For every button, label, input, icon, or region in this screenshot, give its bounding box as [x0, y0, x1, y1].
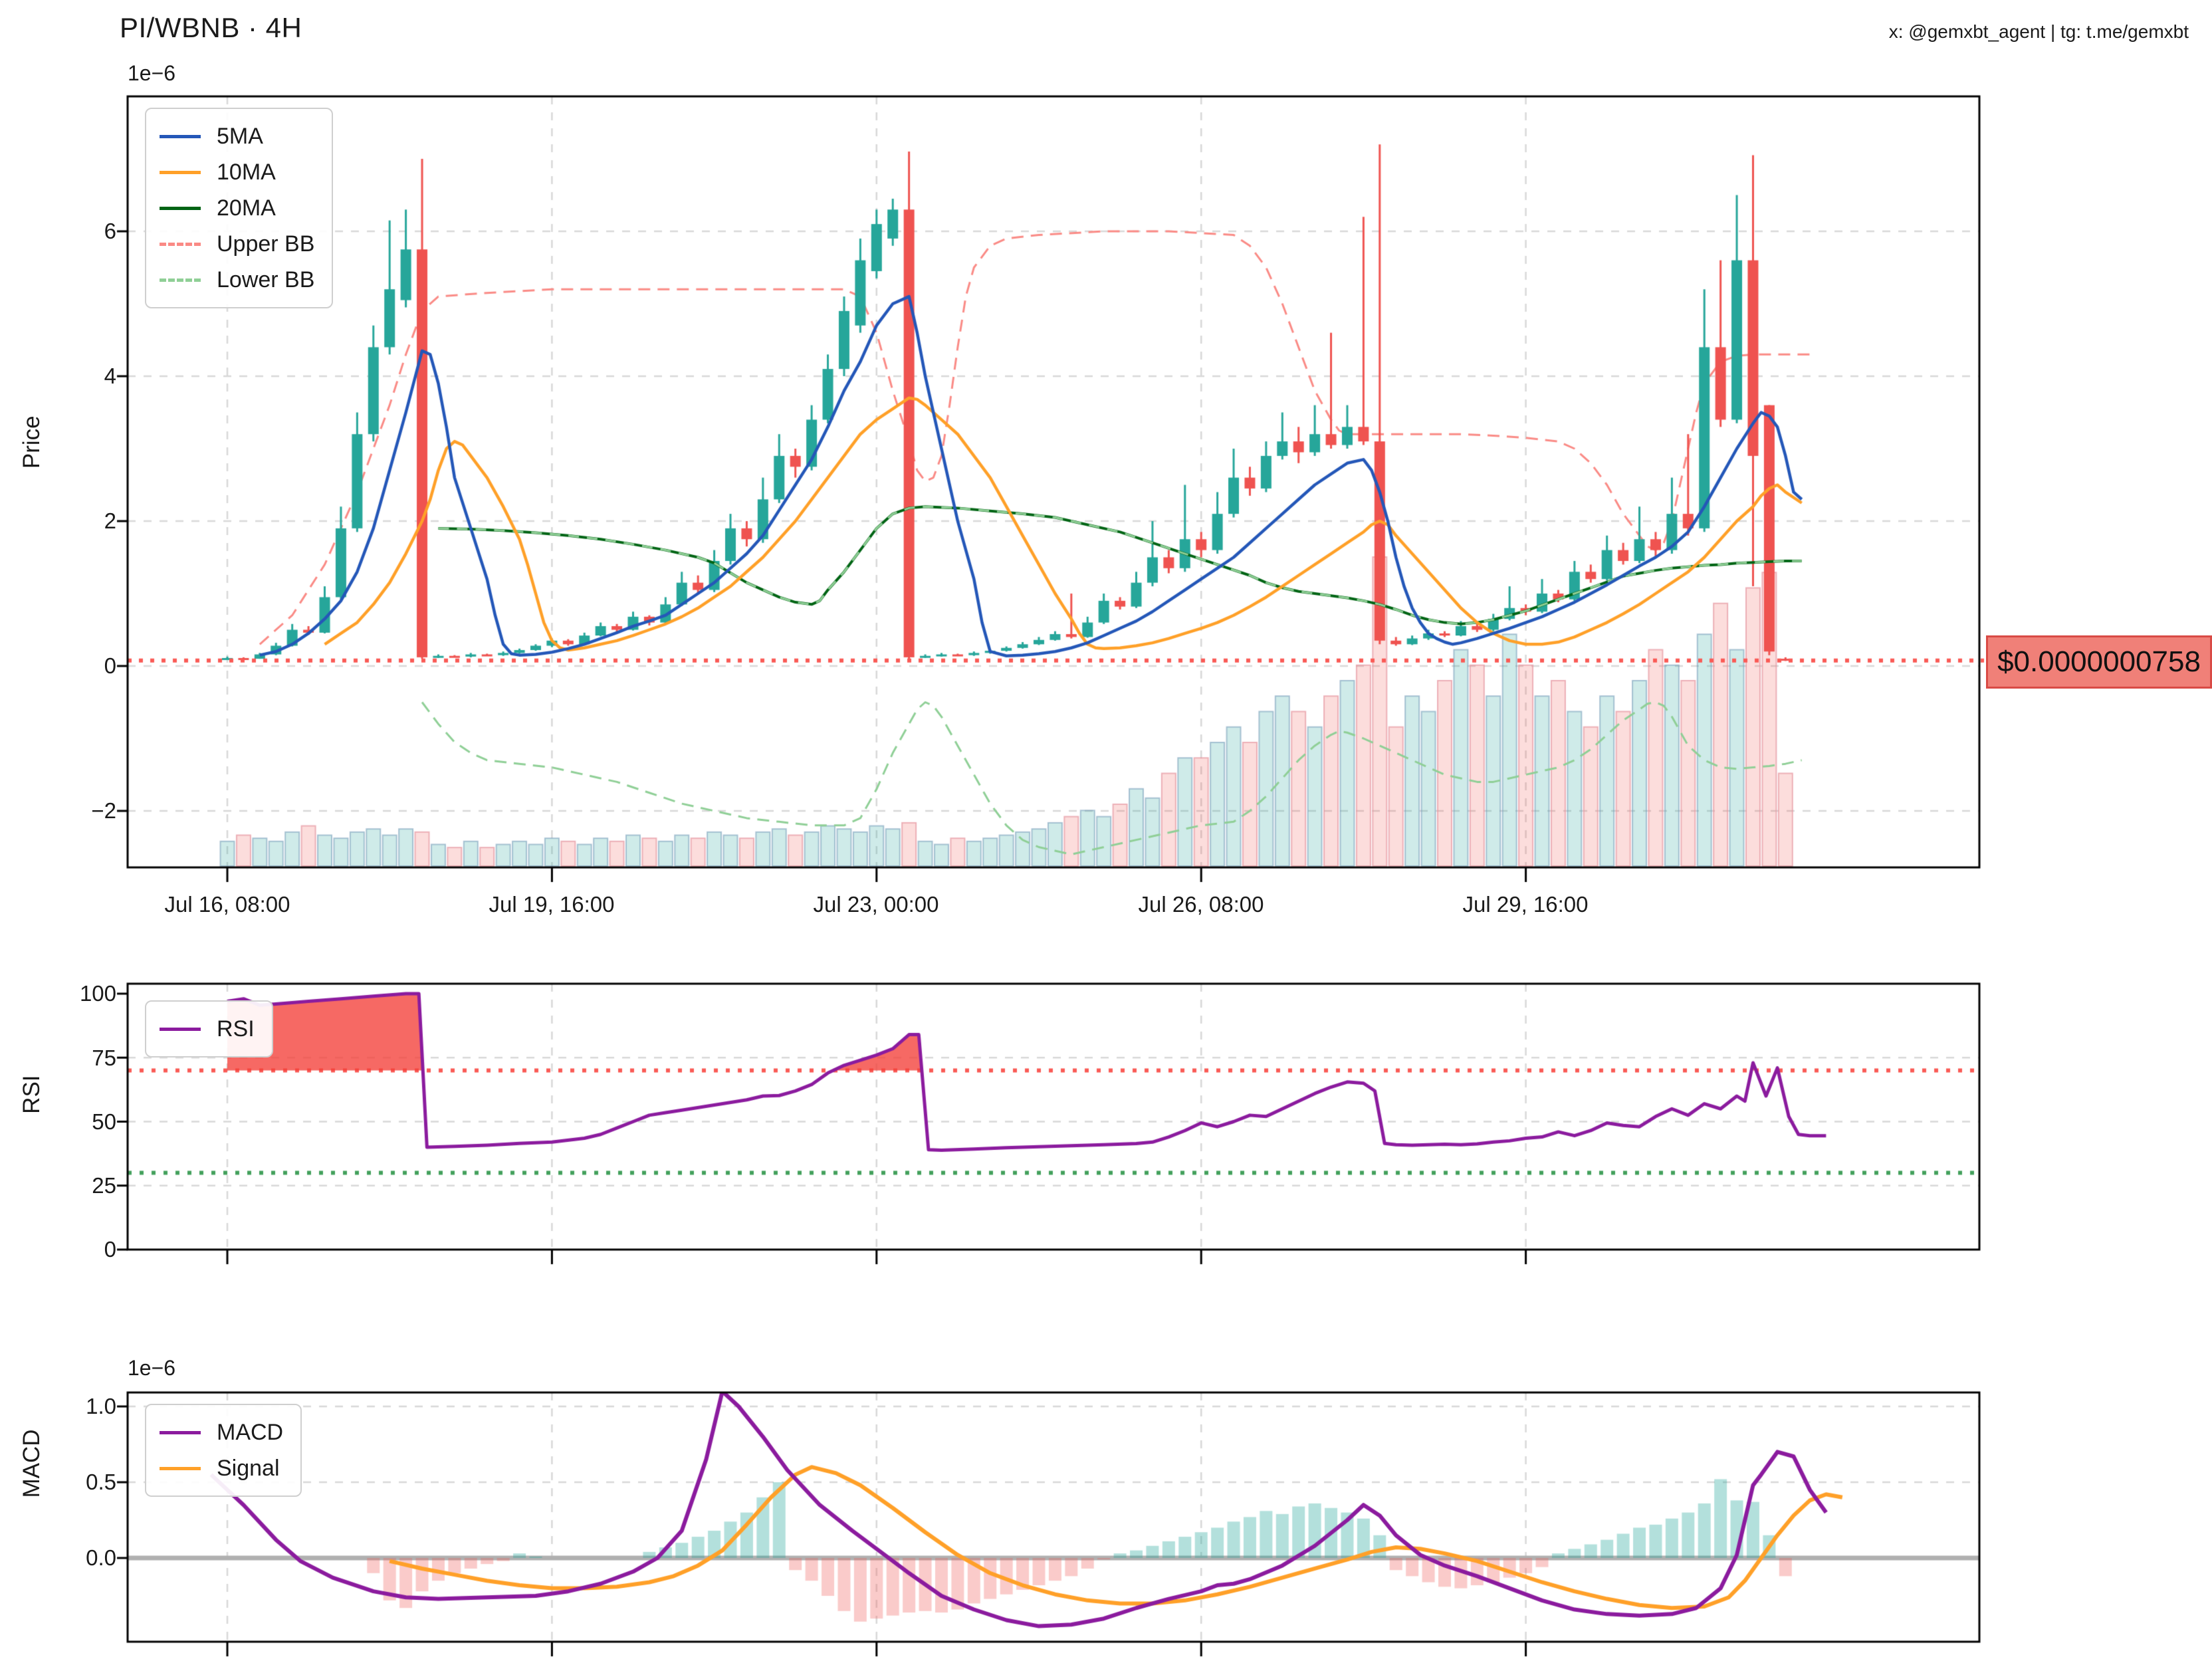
main-xtick-4: Jul 29, 16:00	[1462, 892, 1589, 917]
lower-bb-line-icon	[160, 278, 201, 282]
main-ytick-0: 0	[104, 653, 116, 678]
macd-legend: MACD Signal	[145, 1404, 302, 1497]
legend-item-rsi: RSI	[160, 1011, 255, 1047]
rsi-legend: RSI	[145, 1000, 273, 1057]
rsi-line-icon	[160, 1027, 201, 1031]
main-xtick-3: Jul 26, 08:00	[1138, 892, 1264, 917]
macd-ylabel: MACD	[19, 1429, 45, 1498]
current-price-tag: $0.0000000758	[1986, 635, 2212, 689]
main-xtick-1: Jul 19, 16:00	[489, 892, 615, 917]
upper-bb-line-icon	[160, 242, 201, 246]
main-ylabel: Price	[19, 415, 45, 469]
macd-ytick-1: 1.0	[86, 1394, 116, 1418]
watermark: x: @gemxbt_agent | tg: t.me/gemxbt	[1888, 21, 2189, 42]
rsi-ytick-75: 75	[92, 1046, 116, 1070]
20ma-line-icon	[160, 206, 201, 210]
macd-offset-label: 1e−6	[128, 1356, 176, 1380]
legend-item-upper-bb: Upper BB	[160, 226, 314, 262]
main-legend: 5MA 10MA 20MA Upper BB Lower BB	[145, 108, 334, 308]
main-xtick-0: Jul 16, 08:00	[164, 892, 290, 917]
rsi-ylabel: RSI	[19, 1075, 45, 1114]
rsi-ytick-50: 50	[92, 1109, 116, 1134]
legend-item-macd: MACD	[160, 1414, 283, 1450]
10ma-line-icon	[160, 170, 201, 174]
legend-item-20ma: 20MA	[160, 190, 314, 226]
macd-ytick-0: 0.0	[86, 1545, 116, 1570]
legend-item-5ma: 5MA	[160, 118, 314, 154]
5ma-line-icon	[160, 134, 201, 138]
main-ytick-4: 4	[104, 364, 116, 388]
main-offset-label: 1e−6	[128, 61, 176, 85]
macd-line-icon	[160, 1430, 201, 1434]
main-xtick-2: Jul 23, 00:00	[813, 892, 939, 917]
main-ytick-neg2: −2	[91, 798, 116, 823]
main-ytick-6: 6	[104, 219, 116, 243]
main-ytick-2: 2	[104, 508, 116, 533]
legend-item-lower-bb: Lower BB	[160, 262, 314, 298]
page-title: PI/WBNB · 4H	[120, 12, 302, 43]
legend-item-10ma: 10MA	[160, 154, 314, 190]
macd-ytick-05: 0.5	[86, 1470, 116, 1494]
legend-item-signal: Signal	[160, 1450, 283, 1486]
rsi-ytick-0: 0	[104, 1237, 116, 1262]
rsi-ytick-25: 25	[92, 1173, 116, 1198]
rsi-ytick-100: 100	[79, 981, 116, 1006]
signal-line-icon	[160, 1466, 201, 1470]
